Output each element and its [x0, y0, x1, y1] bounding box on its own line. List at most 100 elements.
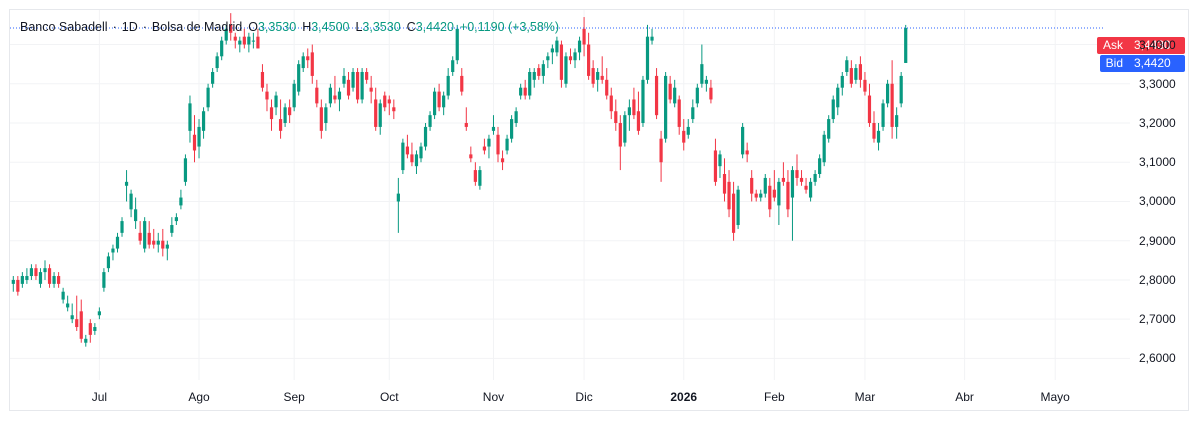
candle-down: [278, 99, 283, 139]
bid-quote: Bid 3,4420: [1099, 55, 1185, 72]
candle-body: [605, 79, 609, 96]
time-tick-label: 2026: [670, 390, 698, 404]
candle-body: [813, 174, 817, 182]
candle-body: [641, 79, 645, 124]
candle-down: [750, 170, 754, 202]
candle-body: [197, 126, 201, 147]
candle-down: [668, 75, 672, 104]
candle-body: [514, 111, 518, 124]
candle-body: [596, 71, 600, 80]
candle-up: [414, 150, 419, 175]
candle-down: [437, 83, 441, 112]
candle-up: [555, 36, 559, 57]
candle-up: [550, 44, 554, 65]
candle-up: [895, 107, 899, 139]
candle-body: [269, 107, 274, 120]
candle-up: [528, 68, 532, 100]
candle-up: [211, 68, 215, 88]
candle-body: [174, 217, 178, 222]
candle-up: [423, 123, 428, 151]
candle-body: [867, 95, 872, 124]
candle-body: [265, 91, 269, 100]
candle-down: [229, 13, 233, 41]
candle-down: [872, 111, 876, 143]
candle-up: [401, 138, 405, 175]
candle-up: [532, 68, 536, 88]
candle-body: [777, 181, 781, 206]
candle-down: [75, 295, 79, 331]
candle-up: [790, 166, 795, 241]
candle-up: [106, 252, 111, 273]
candle-up: [686, 119, 690, 139]
candle-body: [858, 64, 863, 80]
candle-down: [460, 68, 464, 96]
candle-down: [591, 60, 595, 88]
candle-down: [265, 83, 269, 112]
candle-down: [523, 79, 527, 100]
candle-body: [134, 209, 138, 222]
candle-up: [134, 197, 138, 229]
candle-up: [627, 99, 631, 131]
exchange-name: Bolsa de Madrid: [151, 20, 243, 34]
interval[interactable]: 1D: [121, 20, 138, 34]
candle-up: [97, 307, 101, 320]
candle-body: [446, 75, 450, 96]
candle-up: [292, 79, 296, 112]
candle-up: [777, 177, 781, 226]
candle-body: [587, 44, 591, 76]
candle-up: [61, 287, 65, 304]
candle-body: [500, 158, 505, 163]
candle-body: [469, 154, 473, 159]
candle-body: [220, 40, 224, 57]
candle-body: [319, 107, 323, 131]
candle-body: [437, 91, 441, 108]
candle-down: [863, 71, 867, 96]
candle-body: [333, 95, 337, 100]
candle-up: [831, 95, 835, 124]
candle-body: [849, 68, 853, 84]
price-tick-label: 2,6000: [1139, 351, 1176, 366]
candle-body: [591, 68, 595, 84]
candle-body: [297, 64, 301, 92]
symbol-name[interactable]: Banco Sabadell: [20, 20, 108, 34]
candle-body: [659, 138, 663, 163]
candle-down: [804, 177, 808, 194]
candle-body: [831, 99, 835, 120]
candle-body: [392, 107, 396, 112]
candle-down: [795, 154, 799, 186]
candle-up: [691, 99, 695, 124]
candle-body: [754, 193, 758, 198]
candle-body: [43, 268, 47, 273]
candle-up: [342, 68, 346, 88]
candle-up: [505, 134, 509, 155]
candle-down: [315, 79, 319, 108]
candle-body: [278, 119, 283, 131]
time-tick-label: Jul: [91, 390, 108, 404]
candle-body: [627, 107, 631, 116]
candle-up: [700, 44, 704, 88]
candle-body: [750, 177, 754, 194]
candle-down: [709, 79, 713, 104]
candle-body: [654, 75, 659, 116]
candle-up: [324, 103, 328, 131]
candle-body: [899, 75, 903, 104]
candle-body: [541, 64, 545, 76]
candle-body: [890, 83, 894, 127]
candle-up: [93, 323, 97, 335]
time-tick-label: Mar: [854, 390, 876, 404]
candle-body: [129, 193, 133, 210]
candle-up: [854, 64, 858, 84]
candle-body: [165, 244, 169, 249]
open-label: O: [248, 20, 258, 34]
candle-body: [97, 311, 101, 316]
candle-body: [206, 87, 210, 108]
candle-down: [682, 119, 686, 151]
candle-up: [876, 123, 881, 151]
candle-down: [79, 299, 83, 343]
candle-up: [201, 107, 206, 139]
candle-up: [546, 52, 550, 69]
price-tick-label: 3,1000: [1139, 155, 1176, 170]
candle-body: [519, 87, 523, 96]
